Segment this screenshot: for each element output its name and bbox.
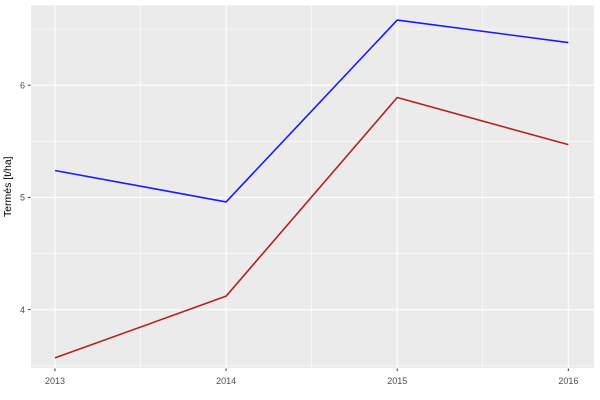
x-tick-label: 2013 xyxy=(45,376,65,386)
x-tick-label: 2014 xyxy=(216,376,236,386)
y-tick-label: 5 xyxy=(20,193,25,203)
series-line-series-2 xyxy=(54,96,569,359)
y-axis-title: Termés [t/ha] xyxy=(2,156,14,217)
plot-panel xyxy=(31,5,594,368)
y-tick-label: 4 xyxy=(20,305,25,315)
y-tick-label: 6 xyxy=(20,80,25,90)
series-line-series-1 xyxy=(54,19,569,203)
x-tick-label: 2015 xyxy=(387,376,407,386)
x-tick-label: 2016 xyxy=(558,376,578,386)
